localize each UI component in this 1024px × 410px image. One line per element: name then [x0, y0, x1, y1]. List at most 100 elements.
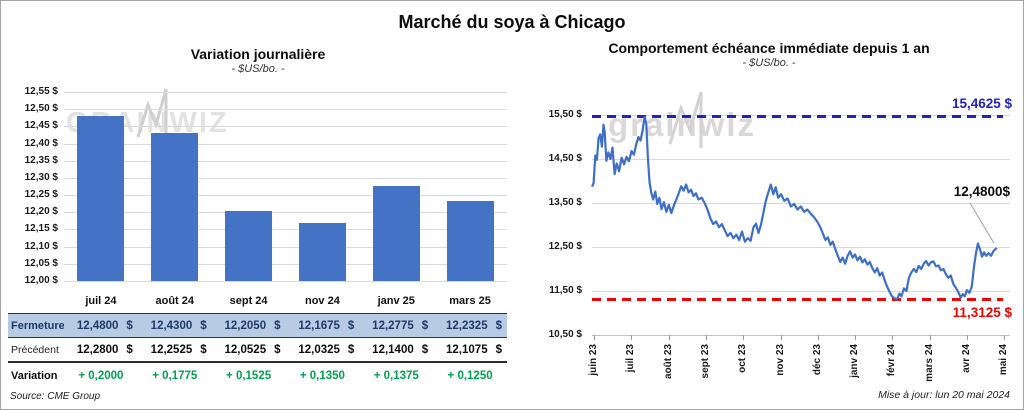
- y-axis-label: 11,50 $: [549, 285, 582, 296]
- bar: [225, 210, 273, 281]
- table-cell: 12,2050 $: [211, 313, 286, 338]
- table-cell: 12,2775 $: [359, 313, 434, 338]
- row-label: Fermeture: [8, 313, 65, 338]
- gridline: [592, 159, 1010, 160]
- table-cell: 12,1675 $: [285, 313, 360, 338]
- bar-chart-title: Variation journalière: [190, 46, 326, 62]
- bar-chart-plot: grainwiz 12,55 $12,50 $12,45 $12,40 $12,…: [8, 79, 508, 314]
- y-axis-label: 12,50 $: [548, 241, 582, 252]
- gridline: [64, 195, 507, 197]
- max-value-label: 15,4625 $: [951, 95, 1012, 111]
- y-axis-label: 12,00 $: [24, 275, 58, 286]
- gridline: [64, 160, 507, 162]
- table-cell: 12,0325 $: [285, 338, 360, 363]
- table-cell: 12,2800 $: [64, 338, 138, 363]
- bar: [372, 185, 420, 281]
- y-axis-label: 12,35 $: [24, 154, 58, 166]
- x-axis-tick: [631, 335, 633, 340]
- x-axis-tick: [967, 335, 968, 340]
- x-axis-label: déc 23: [811, 344, 823, 376]
- table-cell: 12,0525 $: [211, 338, 286, 363]
- table-cell: 12,4800 $: [64, 313, 138, 338]
- y-axis-label: 14,50 $: [548, 153, 582, 164]
- table-cell: + 0,1775: [152, 370, 198, 382]
- y-axis-label: 12,10 $: [24, 240, 58, 252]
- x-axis-tick: [705, 335, 707, 340]
- table-cell: 12,1075 $: [433, 338, 507, 363]
- x-axis-tick: [668, 335, 670, 340]
- gridline: [592, 203, 1010, 204]
- bar: [298, 223, 346, 281]
- x-axis-tick: [743, 335, 745, 340]
- gridline: [64, 177, 507, 179]
- column-header: nov 24: [304, 294, 340, 307]
- daily-variation-panel: Variation journalière - $US/bo. - grainw…: [8, 46, 508, 382]
- x-axis-tick: [892, 335, 894, 340]
- gridline: [64, 263, 507, 265]
- table-cell: + 0,1375: [373, 370, 419, 382]
- table-corner: [8, 288, 64, 313]
- bar: [77, 116, 125, 281]
- gridline: [64, 246, 507, 248]
- y-axis-label: 12,15 $: [24, 223, 58, 235]
- source-note: Source: CME Group: [10, 391, 101, 402]
- callout-leader-line: [969, 202, 995, 244]
- x-axis-label: oct 23: [737, 344, 749, 373]
- table-cell: 12,1400 $: [359, 338, 434, 363]
- bar: [446, 201, 494, 281]
- column-header: août 24: [155, 294, 194, 307]
- y-axis-label: 10,50 $: [548, 329, 582, 340]
- line-chart-subtitle: - $US/bo. -: [742, 57, 796, 69]
- front-month-panel: Comportement échéance immédiate depuis 1…: [520, 40, 1018, 409]
- price-line: [590, 115, 998, 301]
- table-cell: 12,2525 $: [137, 338, 212, 363]
- column-header: mars 25: [449, 294, 491, 307]
- gridline: [592, 247, 1010, 248]
- table-cell: 12,4300 $: [137, 313, 212, 338]
- gridline: [64, 92, 507, 93]
- x-axis-tick: [929, 335, 931, 340]
- y-axis-label: 12,05 $: [24, 257, 58, 269]
- x-axis-tick: [855, 335, 857, 340]
- table-cell: + 0,1250: [447, 370, 493, 382]
- x-axis-label: sept 23: [699, 344, 711, 379]
- table-cell: + 0,1350: [299, 370, 345, 382]
- bar-chart-subtitle: - $US/bo. -: [231, 63, 285, 75]
- min-value-label: 11,3125 $: [952, 305, 1012, 321]
- x-axis-tick: [817, 335, 819, 340]
- x-axis-label: août 23: [662, 344, 674, 380]
- updated-note: Mise à jour: lun 20 mai 2024: [878, 389, 1010, 401]
- y-axis-label: 15,50 $: [548, 109, 582, 120]
- table-cell: 12,2325 $: [433, 313, 507, 338]
- watermark-text: grainwiz: [608, 106, 757, 143]
- gridline: [592, 291, 1010, 292]
- price-table: juil 24 août 24 sept 24 nov 24 janv 25 mars 2…: [8, 288, 507, 389]
- y-axis-label: 12,40 $: [24, 137, 58, 149]
- max-reference-line: [592, 115, 1003, 119]
- y-axis-label: 13,50 $: [548, 197, 582, 208]
- x-axis-label: juil 23: [625, 344, 637, 373]
- row-label: Variation: [11, 370, 58, 382]
- gridline: [64, 281, 507, 282]
- last-value-label: 12,4800$: [953, 184, 1010, 199]
- x-axis-label: juin 23: [588, 344, 599, 376]
- gridline: [64, 143, 507, 145]
- y-axis-label: 12,30 $: [24, 171, 58, 183]
- line-chart-plot: grainwiz 15,50 $ 14,50 $ 13,50 $ 12,50 $ 11,…: [520, 74, 1018, 409]
- gridline: [64, 126, 507, 128]
- x-axis-tick: [594, 335, 595, 340]
- table-cell: + 0,1525: [226, 370, 272, 382]
- column-header: sept 24: [229, 294, 268, 307]
- gridline: [64, 109, 507, 111]
- x-axis-label: janv 24: [849, 344, 861, 378]
- watermark-logo-icon: [668, 91, 703, 148]
- x-axis-tick: [780, 335, 782, 340]
- min-reference-line: [592, 297, 1003, 301]
- y-axis-label: 12,50 $: [24, 103, 58, 115]
- y-axis-label: 12,25 $: [24, 189, 58, 201]
- x-axis-label: nov 23: [774, 344, 786, 376]
- bar: [151, 133, 199, 281]
- line-chart-title: Comportement échéance immédiate depuis 1…: [608, 40, 930, 56]
- y-axis-label: 12,45 $: [24, 120, 58, 132]
- gridline: [64, 229, 507, 231]
